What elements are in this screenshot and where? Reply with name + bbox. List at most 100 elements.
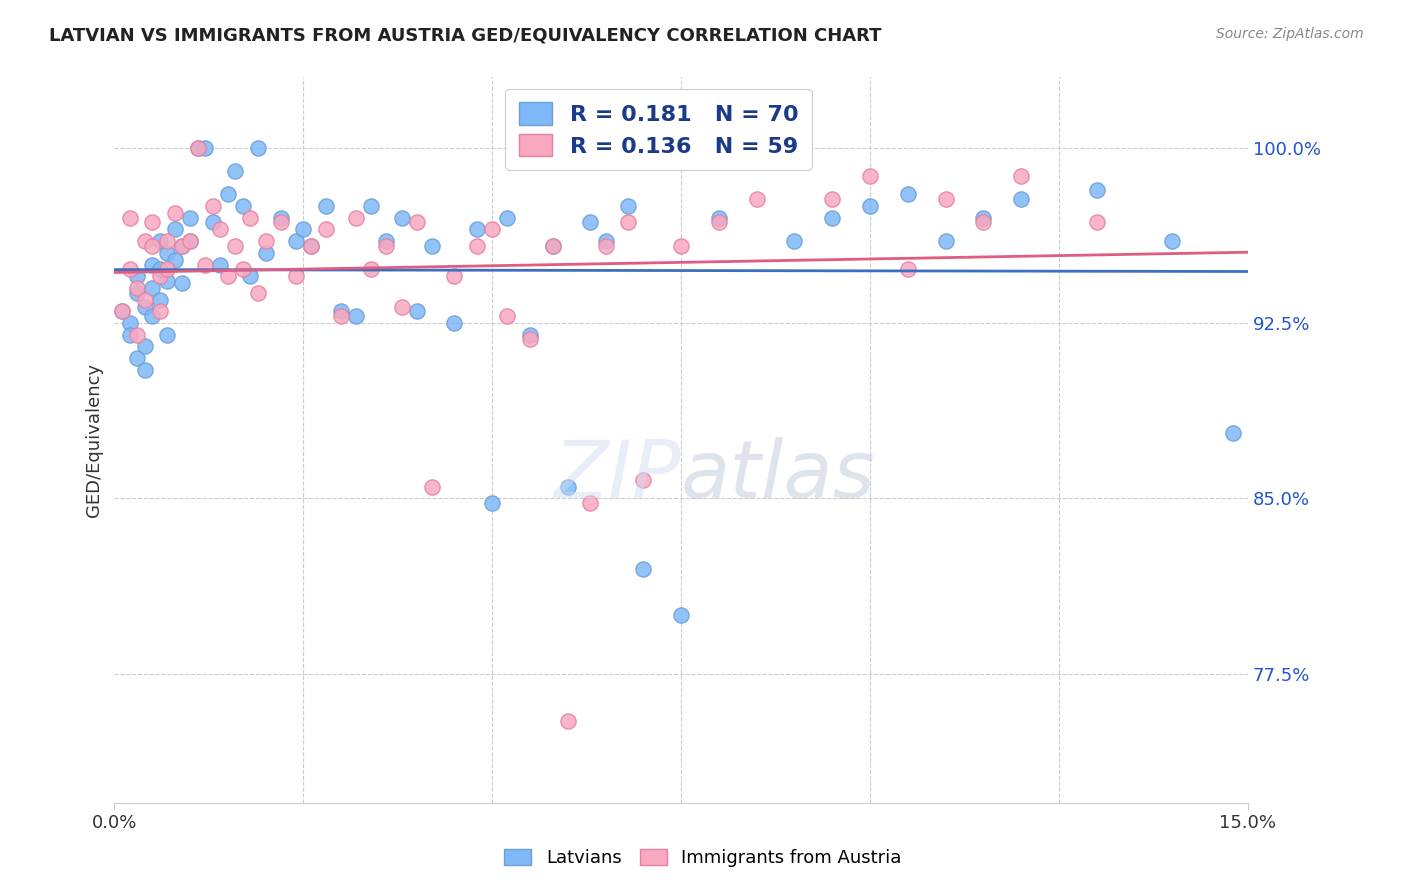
Point	[284, 234, 307, 248]
Point	[633, 562, 655, 576]
Point	[125, 285, 148, 300]
Point	[194, 140, 217, 154]
Point	[465, 239, 488, 253]
Point	[134, 300, 156, 314]
Point	[134, 234, 156, 248]
Point	[315, 222, 337, 236]
Point	[270, 211, 292, 225]
Point	[163, 206, 186, 220]
Point	[481, 496, 503, 510]
Point	[496, 309, 519, 323]
Point	[149, 262, 172, 277]
Point	[149, 304, 172, 318]
Point	[141, 239, 163, 253]
Point	[375, 239, 398, 253]
Point	[224, 239, 246, 253]
Point	[669, 608, 692, 623]
Point	[217, 187, 239, 202]
Point	[617, 199, 640, 213]
Point	[239, 211, 262, 225]
Point	[375, 234, 398, 248]
Point	[149, 293, 172, 307]
Y-axis label: GED/Equivalency: GED/Equivalency	[86, 363, 103, 517]
Point	[481, 222, 503, 236]
Point	[344, 211, 367, 225]
Point	[118, 211, 141, 225]
Point	[172, 277, 194, 291]
Point	[897, 187, 920, 202]
Point	[125, 351, 148, 366]
Point	[617, 215, 640, 229]
Point	[1161, 234, 1184, 248]
Point	[141, 258, 163, 272]
Point	[1222, 425, 1244, 440]
Point	[232, 262, 254, 277]
Point	[111, 304, 134, 318]
Point	[149, 269, 172, 284]
Point	[232, 199, 254, 213]
Point	[1085, 215, 1108, 229]
Point	[141, 309, 163, 323]
Point	[420, 239, 443, 253]
Point	[1085, 183, 1108, 197]
Point	[163, 222, 186, 236]
Point	[360, 262, 382, 277]
Point	[541, 239, 564, 253]
Point	[172, 239, 194, 253]
Text: Source: ZipAtlas.com: Source: ZipAtlas.com	[1216, 27, 1364, 41]
Point	[179, 211, 201, 225]
Point	[111, 304, 134, 318]
Point	[134, 363, 156, 377]
Point	[118, 316, 141, 330]
Point	[783, 140, 806, 154]
Legend: Latvians, Immigrants from Austria: Latvians, Immigrants from Austria	[498, 841, 908, 874]
Point	[172, 239, 194, 253]
Point	[595, 234, 617, 248]
Point	[897, 262, 920, 277]
Point	[707, 211, 730, 225]
Point	[595, 239, 617, 253]
Point	[201, 199, 224, 213]
Point	[859, 199, 882, 213]
Point	[270, 215, 292, 229]
Point	[125, 281, 148, 295]
Point	[557, 714, 579, 728]
Point	[1010, 169, 1032, 183]
Point	[239, 269, 262, 284]
Point	[405, 304, 427, 318]
Point	[156, 327, 179, 342]
Point	[519, 333, 541, 347]
Point	[633, 473, 655, 487]
Point	[194, 258, 217, 272]
Point	[156, 274, 179, 288]
Point	[125, 269, 148, 284]
Point	[1010, 192, 1032, 206]
Point	[745, 192, 768, 206]
Legend: R = 0.181   N = 70, R = 0.136   N = 59: R = 0.181 N = 70, R = 0.136 N = 59	[505, 88, 811, 169]
Point	[156, 245, 179, 260]
Text: LATVIAN VS IMMIGRANTS FROM AUSTRIA GED/EQUIVALENCY CORRELATION CHART: LATVIAN VS IMMIGRANTS FROM AUSTRIA GED/E…	[49, 27, 882, 45]
Point	[179, 234, 201, 248]
Point	[821, 211, 844, 225]
Point	[935, 234, 957, 248]
Point	[299, 239, 322, 253]
Point	[163, 252, 186, 267]
Point	[224, 164, 246, 178]
Point	[209, 258, 232, 272]
Point	[579, 496, 602, 510]
Point	[254, 245, 277, 260]
Point	[391, 211, 413, 225]
Point	[134, 339, 156, 353]
Point	[821, 192, 844, 206]
Point	[292, 222, 315, 236]
Point	[201, 215, 224, 229]
Point	[284, 269, 307, 284]
Point	[405, 215, 427, 229]
Point	[118, 327, 141, 342]
Point	[179, 234, 201, 248]
Point	[443, 269, 465, 284]
Point	[344, 309, 367, 323]
Text: atlas: atlas	[681, 437, 876, 516]
Point	[186, 140, 208, 154]
Point	[125, 327, 148, 342]
